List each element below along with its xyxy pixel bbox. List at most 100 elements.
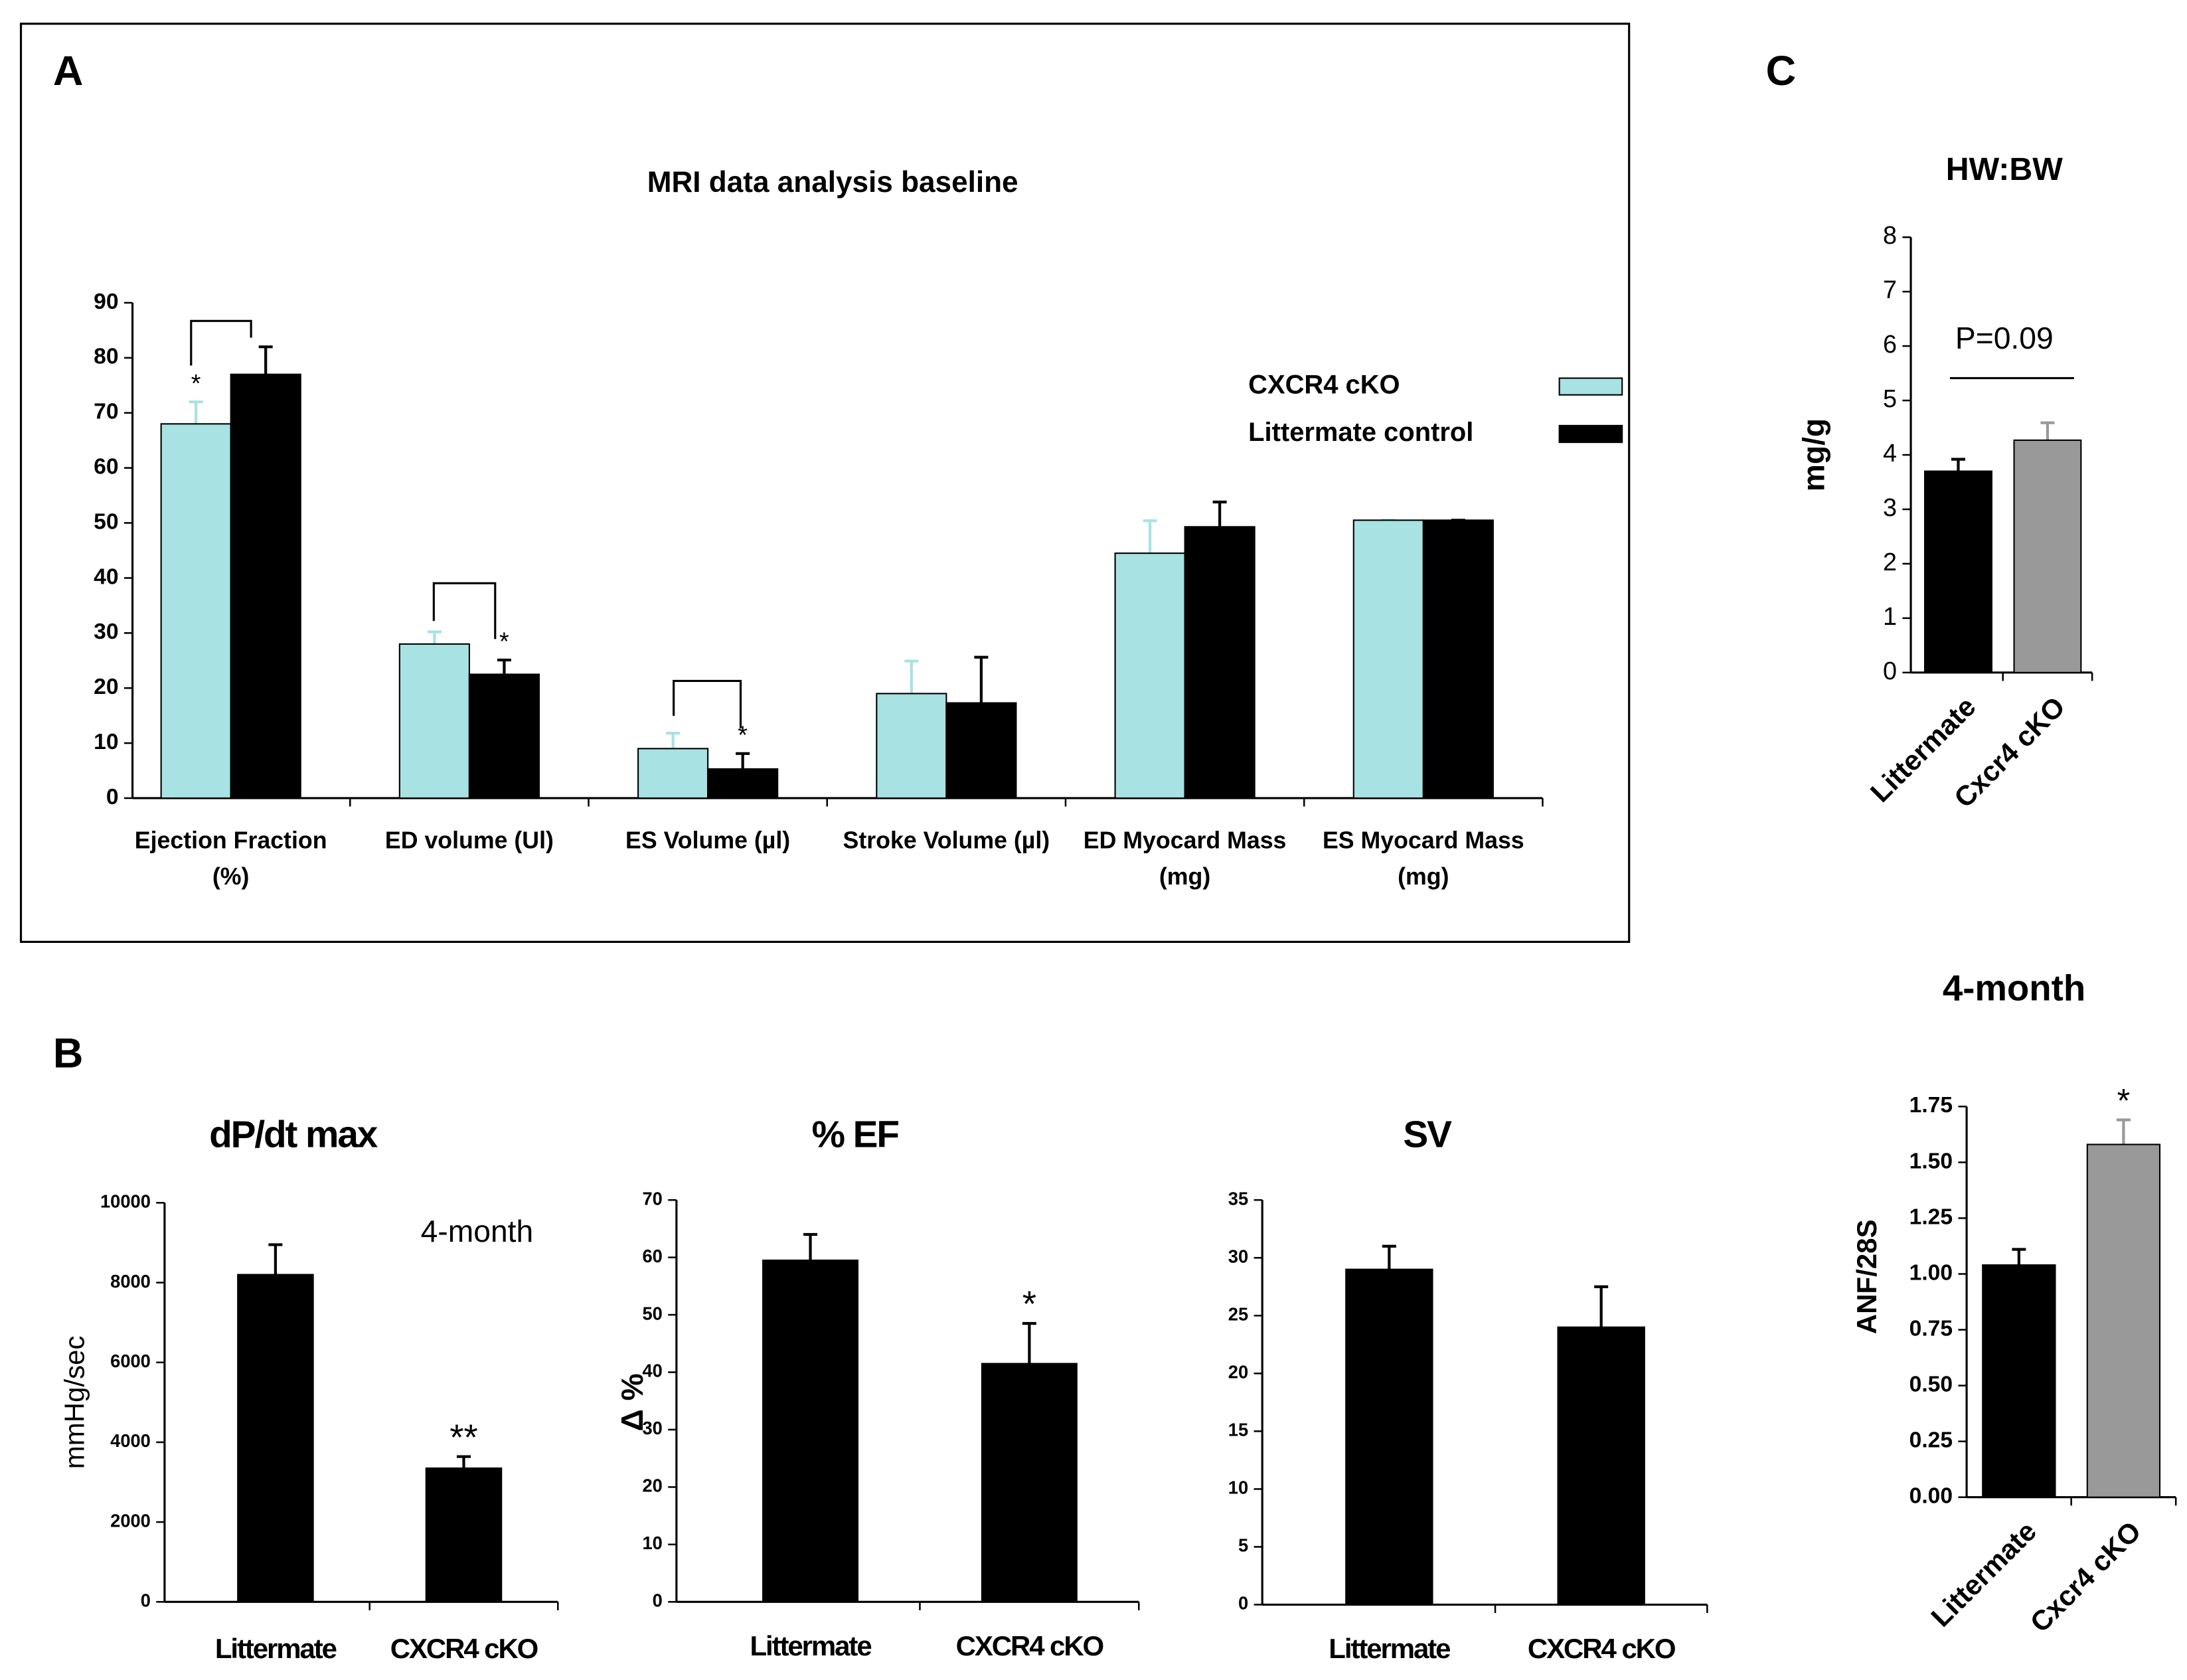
y-tick-label: 0.75 xyxy=(1909,1316,1953,1341)
y-tick-label: 35 xyxy=(1228,1188,1248,1209)
y-tick-label: 40 xyxy=(94,564,118,589)
bar xyxy=(1114,552,1186,799)
y-tick-label: 0.50 xyxy=(1909,1372,1953,1396)
bar xyxy=(981,1363,1078,1603)
panel-a-frame xyxy=(19,23,1631,943)
x-tick-label-box: ES Myocard Mass (mg) xyxy=(1322,827,1524,890)
y-tick-label: 6000 xyxy=(110,1351,151,1371)
significance-mark: * xyxy=(2117,1082,2131,1120)
chart-title: 4-month xyxy=(1943,967,2085,1008)
y-tick-label: 1 xyxy=(1883,603,1897,631)
y-tick-label: 0 xyxy=(653,1590,663,1611)
y-tick-label: 5 xyxy=(1883,385,1897,413)
chart-title: MRI data analysis baseline xyxy=(647,166,1018,199)
y-axis-label: mmHg/sec xyxy=(59,1335,90,1469)
y-tick-label: 0 xyxy=(1238,1593,1248,1614)
y-tick-label: 40 xyxy=(642,1361,662,1381)
y-tick-label: 90 xyxy=(94,290,118,314)
legend-swatch xyxy=(1558,424,1623,444)
bar xyxy=(707,768,779,799)
bar xyxy=(230,373,301,799)
legend-swatch xyxy=(1558,377,1623,396)
y-tick-label: 25 xyxy=(1228,1303,1248,1324)
panel-label: A xyxy=(53,48,84,94)
bar xyxy=(1352,519,1424,799)
y-tick-label: 20 xyxy=(1228,1362,1248,1383)
x-tick-label: Littermate xyxy=(1329,1633,1450,1664)
x-tick-label-box: ED Myocard Mass (mg) xyxy=(1084,827,1287,890)
x-tick-label: Cxcr4 cKO xyxy=(2024,1515,2146,1638)
legend-label: Littermate control xyxy=(1248,418,1473,447)
x-tick-label-box: ES Volume (µl) xyxy=(625,827,790,854)
y-tick-label: 4 xyxy=(1883,440,1897,467)
x-tick-label: Ejection Fraction (%) xyxy=(134,827,327,890)
bracket xyxy=(190,319,252,366)
y-tick-label: 1.25 xyxy=(1909,1205,1953,1229)
y-tick-label: 1.50 xyxy=(1909,1149,1953,1173)
y-tick-label: 8 xyxy=(1883,222,1897,250)
x-tick-label: Littermate xyxy=(750,1630,871,1661)
y-tick-label: 3 xyxy=(1883,494,1897,522)
y-tick-label: 20 xyxy=(94,675,118,699)
chart-title: % EF xyxy=(812,1114,899,1156)
bar xyxy=(762,1259,859,1603)
y-tick-label: 50 xyxy=(642,1303,662,1323)
bar xyxy=(1557,1326,1645,1606)
y-tick-label: 0.00 xyxy=(1909,1484,1953,1509)
y-tick-label: 6 xyxy=(1883,331,1897,359)
bracket xyxy=(673,679,742,728)
y-tick-label: 7 xyxy=(1883,276,1897,304)
x-tick-label: Stroke Volume (µl) xyxy=(843,827,1050,855)
x-tick-label: CXCR4 cKO xyxy=(390,1633,538,1664)
y-tick-label: 1.75 xyxy=(1909,1093,1953,1118)
y-axis-label: Δ % xyxy=(615,1373,649,1431)
x-tick-label: ES Myocard Mass (mg) xyxy=(1322,827,1524,890)
x-tick-label-box: ED volume (Ul) xyxy=(384,827,554,855)
x-tick-label-box: Stroke Volume (µl) xyxy=(843,827,1050,855)
y-tick-label: 10 xyxy=(1228,1477,1248,1498)
y-tick-label: 8000 xyxy=(110,1271,151,1292)
x-tick-label: CXCR4 cKO xyxy=(1528,1633,1675,1664)
bar xyxy=(237,1274,314,1603)
bar xyxy=(1422,519,1494,799)
y-axis-label: mg/g xyxy=(1796,418,1830,491)
panel-label: C xyxy=(1766,48,1797,94)
y-tick-label: 10000 xyxy=(100,1191,151,1212)
panel-label: B xyxy=(53,1030,84,1076)
y-tick-label: 0 xyxy=(141,1590,151,1611)
significance-mark: * xyxy=(191,370,201,398)
significance-mark: * xyxy=(738,722,748,750)
y-tick-label: 70 xyxy=(94,400,118,424)
bar xyxy=(468,673,540,799)
y-tick-label: 30 xyxy=(94,620,118,644)
y-axis-label: ANF/28S xyxy=(1851,1219,1882,1334)
y-tick-label: 60 xyxy=(642,1246,662,1266)
y-tick-label: 50 xyxy=(94,509,118,534)
y-tick-label: 10 xyxy=(642,1533,662,1553)
bar xyxy=(945,702,1017,799)
x-tick-label: ED volume (Ul) xyxy=(384,827,554,855)
significance-brackets xyxy=(190,319,742,728)
x-tick-label: CXCR4 cKO xyxy=(956,1630,1103,1661)
annotation: P=0.09 xyxy=(1955,321,2054,355)
y-tick-label: 80 xyxy=(94,345,118,369)
chart-title: SV xyxy=(1403,1114,1452,1156)
y-tick-label: 0.25 xyxy=(1909,1428,1953,1453)
chart-title: HW:BW xyxy=(1946,151,2064,187)
bar xyxy=(876,693,947,799)
y-tick-label: 30 xyxy=(1228,1246,1248,1266)
bar xyxy=(637,748,709,799)
y-tick-label: 70 xyxy=(642,1188,662,1209)
significance-mark: * xyxy=(1022,1284,1036,1324)
y-tick-label: 20 xyxy=(642,1475,662,1496)
significance-mark: * xyxy=(499,628,509,656)
y-tick-label: 0 xyxy=(106,785,119,809)
bar xyxy=(1345,1268,1433,1606)
y-tick-label: 15 xyxy=(1228,1420,1248,1440)
y-tick-label: 1.00 xyxy=(1909,1260,1953,1285)
bar xyxy=(160,423,232,799)
y-tick-label: 60 xyxy=(94,455,118,479)
bar xyxy=(398,643,470,799)
bar xyxy=(1924,470,1992,673)
bar xyxy=(1184,526,1256,799)
